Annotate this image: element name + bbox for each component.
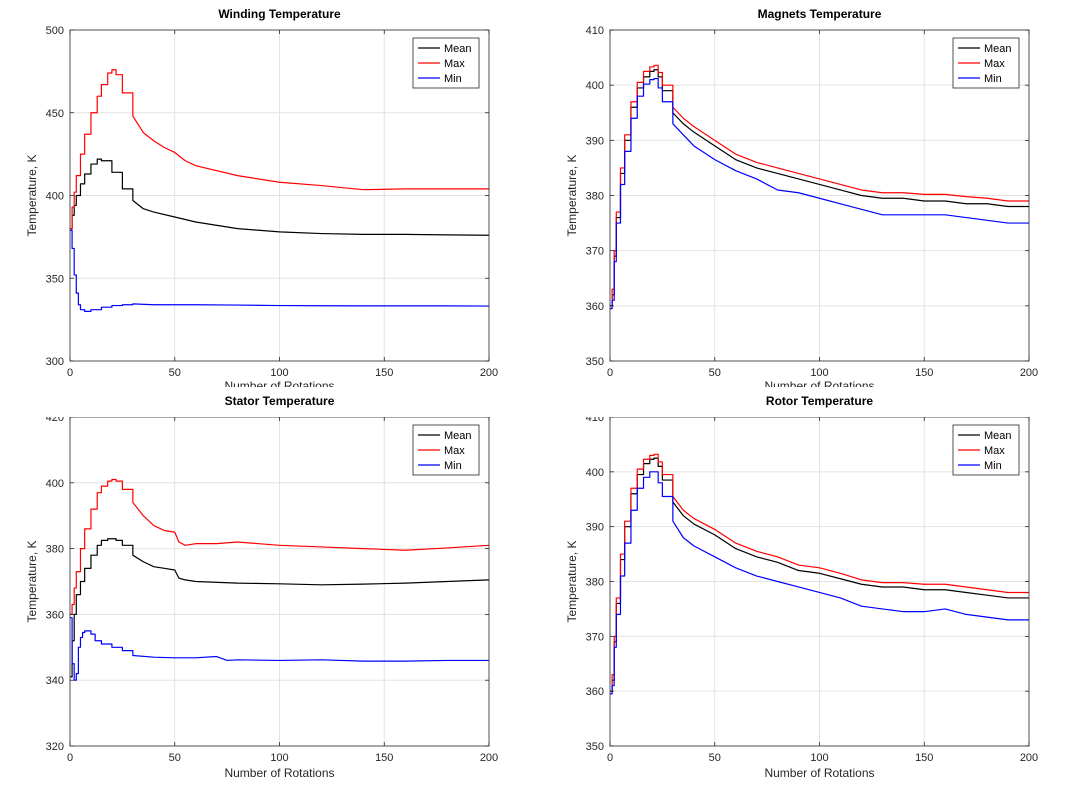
chart-title: Magnets Temperature — [758, 7, 882, 21]
legend-entry: Min — [444, 460, 462, 472]
x-tick-label: 50 — [709, 367, 721, 379]
x-tick-label: 0 — [607, 752, 613, 764]
x-tick-label: 100 — [810, 367, 828, 379]
series-line-max — [70, 69, 489, 230]
chart-panel-1: 0 50 100 150 200 300 350 400 450 500 Winding Tempe… — [25, 7, 498, 393]
legend: Mean Max Min — [412, 37, 480, 89]
y-axis-label: Temperature, K — [565, 154, 579, 236]
legend-entry: Mean — [444, 430, 472, 442]
overlap-mask — [550, 387, 1080, 417]
x-tick-label: 50 — [169, 367, 181, 379]
y-tick-label: 390 — [586, 522, 604, 534]
y-axis-label: Temperature, K — [25, 540, 39, 622]
x-tick-label: 200 — [1020, 367, 1038, 379]
y-tick-label: 400 — [46, 191, 64, 203]
legend: Mean Max Min — [952, 424, 1020, 476]
y-tick-label: 380 — [46, 544, 64, 556]
legend-entry: Min — [444, 73, 462, 85]
legend-entry: Max — [444, 58, 465, 70]
y-tick-label: 360 — [46, 609, 64, 621]
series-line-min — [610, 471, 1029, 695]
y-tick-label: 500 — [46, 25, 64, 37]
y-tick-label: 300 — [46, 356, 64, 368]
y-tick-label: 350 — [46, 273, 64, 285]
overlap-mask — [10, 387, 549, 417]
x-tick-label: 150 — [915, 752, 933, 764]
y-axis-label: Temperature, K — [565, 540, 579, 622]
x-tick-label: 100 — [810, 752, 828, 764]
y-tick-label: 360 — [586, 301, 604, 313]
series-line-min — [70, 617, 489, 681]
series-line-min — [70, 229, 490, 312]
legend-entry: Mean — [984, 43, 1012, 55]
y-tick-label: 400 — [586, 80, 604, 92]
x-tick-label: 100 — [270, 752, 288, 764]
legend: Mean Max Min — [952, 37, 1020, 89]
y-axis-label: Temperature, K — [25, 154, 39, 236]
legend: Mean Max Min — [412, 424, 480, 476]
y-tick-label: 370 — [586, 246, 604, 258]
x-tick-label: 50 — [169, 752, 181, 764]
y-tick-label: 400 — [586, 467, 604, 479]
x-tick-label: 150 — [375, 752, 393, 764]
legend-entry: Min — [984, 73, 1002, 85]
chart-title-front: Rotor Temperature — [766, 394, 873, 408]
legend-entry: Mean — [444, 43, 472, 55]
x-tick-label: 150 — [915, 367, 933, 379]
y-tick-label: 380 — [586, 577, 604, 589]
x-tick-label: 200 — [1020, 752, 1038, 764]
x-tick-label: 0 — [67, 367, 73, 379]
series-line-mean — [70, 538, 490, 678]
y-tick-label: 390 — [586, 135, 604, 147]
y-tick-label: 400 — [46, 478, 64, 490]
legend-entry: Mean — [984, 430, 1012, 442]
x-axis-label: Number of Rotations — [224, 766, 334, 780]
y-tick-label: 370 — [586, 631, 604, 643]
legend-entry: Min — [984, 460, 1002, 472]
x-tick-label: 0 — [67, 752, 73, 764]
legend-entry: Max — [984, 58, 1005, 70]
chart-panel-2: 0 50 100 150 200 350 360 370 380 390 400 410 Magnets… — [565, 7, 1038, 393]
y-tick-label: 350 — [586, 741, 604, 753]
x-tick-label: 100 — [270, 367, 288, 379]
x-tick-label: 0 — [607, 367, 613, 379]
series-line-max — [70, 478, 490, 615]
chart-title: Winding Temperature — [218, 7, 341, 21]
y-tick-label: 450 — [46, 108, 64, 120]
x-tick-label: 50 — [709, 752, 721, 764]
x-tick-label: 200 — [480, 367, 498, 379]
y-tick-label: 360 — [586, 686, 604, 698]
x-axis-label: Number of Rotations — [764, 766, 874, 780]
y-tick-label: 340 — [46, 675, 64, 687]
y-tick-label: 350 — [586, 356, 604, 368]
chart-title-front: Stator Temperature — [225, 394, 335, 408]
series-line-min — [610, 77, 1029, 310]
legend-entry: Max — [444, 445, 465, 457]
y-tick-label: 380 — [586, 191, 604, 203]
y-tick-label: 320 — [46, 741, 64, 753]
y-tick-label: 410 — [586, 25, 604, 37]
x-tick-label: 150 — [375, 367, 393, 379]
chart-panel-3: 050100150200320340360380400420Stator Tem… — [25, 394, 498, 780]
series-line-mean — [70, 158, 490, 236]
chart-panel-4: 050100150200350360370380390400410Rotor T… — [565, 394, 1038, 780]
x-tick-label: 200 — [480, 752, 498, 764]
legend-entry: Max — [984, 445, 1005, 457]
